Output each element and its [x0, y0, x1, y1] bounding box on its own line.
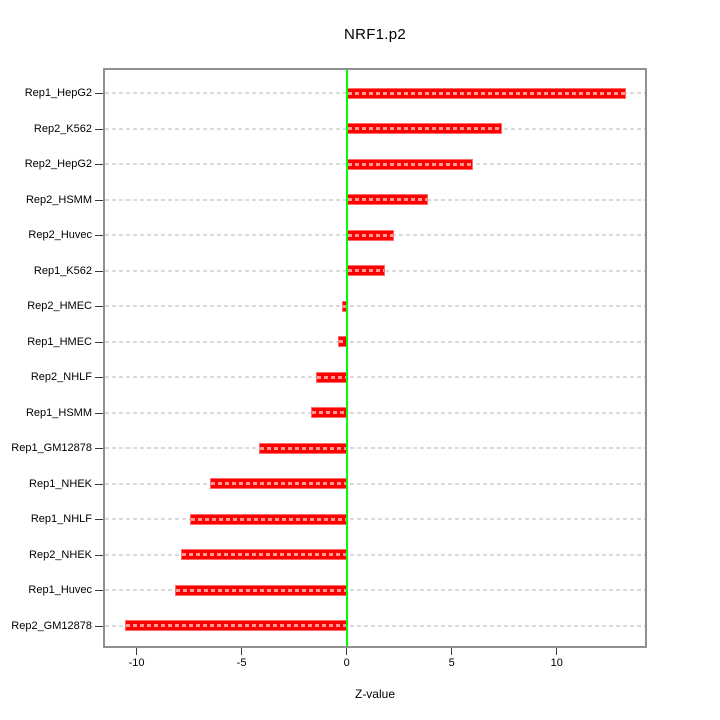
y-axis-tick [95, 235, 103, 236]
bar [180, 549, 347, 560]
bar [346, 265, 386, 276]
bar [259, 442, 347, 454]
y-axis-tick [95, 270, 103, 272]
y-axis-category-label: Rep2_K562 [33, 122, 92, 135]
y-axis-tick [95, 483, 103, 485]
gridline [105, 340, 645, 343]
bar [346, 229, 394, 241]
bar [346, 123, 503, 134]
chart-title: NRF1.p2 [343, 26, 407, 43]
y-axis-tick [95, 306, 103, 307]
y-axis-tick [95, 590, 103, 591]
y-axis-category-label: Rep1_NHLF [30, 513, 92, 525]
gridline [105, 482, 645, 485]
y-axis-category-label: Rep1_K562 [33, 264, 92, 277]
bar-hatch-pattern [347, 198, 427, 201]
bar [346, 87, 627, 99]
bar-hatch-pattern [343, 304, 346, 308]
bar-hatch-pattern [125, 624, 346, 627]
y-axis-category-label: Rep1_HMEC [27, 335, 92, 348]
y-axis-tick [95, 377, 103, 378]
x-axis-label: Z-value [354, 687, 395, 701]
y-axis-tick [95, 625, 103, 627]
x-axis-tick [346, 648, 348, 655]
y-axis-tick [95, 554, 103, 556]
y-axis-category-label: Rep2_NHLF [30, 371, 92, 383]
x-axis-tick [451, 648, 453, 655]
x-axis-tick-label: 10 [550, 657, 563, 669]
y-axis-tick [95, 412, 103, 414]
y-axis-category-label: Rep2_NHEK [29, 548, 92, 561]
y-axis-category-label: Rep2_HMEC [27, 300, 92, 312]
bar-hatch-pattern [317, 375, 346, 379]
gridline [105, 518, 645, 520]
gridline [105, 624, 645, 627]
gridline [105, 553, 645, 556]
bar-hatch-pattern [311, 411, 346, 414]
bar [124, 620, 347, 631]
bar [310, 407, 347, 418]
bar [346, 194, 428, 205]
y-axis-category-label: Rep1_NHEK [29, 477, 92, 490]
bar-hatch-pattern [339, 340, 346, 343]
bar-hatch-pattern [211, 482, 346, 485]
x-axis-tick-label: 0 [343, 657, 350, 669]
y-axis-tick [95, 519, 103, 520]
y-axis-tick [95, 448, 103, 449]
y-axis-category-label: Rep2_Huvec [28, 229, 92, 241]
bar-hatch-pattern [347, 91, 626, 95]
bar-hatch-pattern [347, 269, 385, 272]
x-axis-tick [136, 648, 138, 655]
bar-hatch-pattern [181, 553, 346, 556]
y-axis-category-label: Rep2_GM12878 [11, 619, 92, 632]
y-axis-tick [95, 199, 103, 201]
bar-hatch-pattern [347, 233, 393, 237]
bar-hatch-pattern [347, 162, 472, 166]
bar [210, 478, 347, 489]
bar-hatch-pattern [347, 127, 502, 130]
x-axis-tick-label: 5 [448, 657, 455, 669]
plot-area [103, 68, 647, 648]
x-axis-tick-label: -5 [236, 657, 247, 669]
y-axis-category-label: Rep1_Huvec [28, 584, 92, 596]
bar [175, 584, 347, 596]
bar-hatch-pattern [176, 588, 346, 592]
bar [346, 158, 473, 170]
gridline [105, 376, 645, 378]
bar [316, 371, 347, 383]
gridline [105, 447, 645, 449]
x-axis-tick [556, 648, 558, 655]
bar-hatch-pattern [191, 517, 346, 521]
y-axis-tick [95, 93, 103, 94]
y-axis-tick [95, 341, 103, 343]
y-axis-category-label: Rep2_HSMM [25, 193, 92, 206]
y-axis-category-label: Rep2_HepG2 [24, 158, 92, 170]
bar [190, 513, 347, 525]
x-axis-tick-label: -10 [128, 657, 145, 669]
y-axis-category-label: Rep1_HSMM [25, 406, 92, 419]
y-axis-category-label: Rep1_HepG2 [24, 87, 92, 99]
x-axis-tick [241, 648, 243, 655]
y-axis-tick [95, 164, 103, 165]
bar-hatch-pattern [260, 446, 346, 450]
y-axis-tick [95, 128, 103, 130]
gridline [105, 411, 645, 414]
gridline [105, 305, 645, 307]
y-axis-category-label: Rep1_GM12878 [11, 442, 92, 454]
zero-reference-line [345, 70, 348, 646]
gridline [105, 589, 645, 591]
